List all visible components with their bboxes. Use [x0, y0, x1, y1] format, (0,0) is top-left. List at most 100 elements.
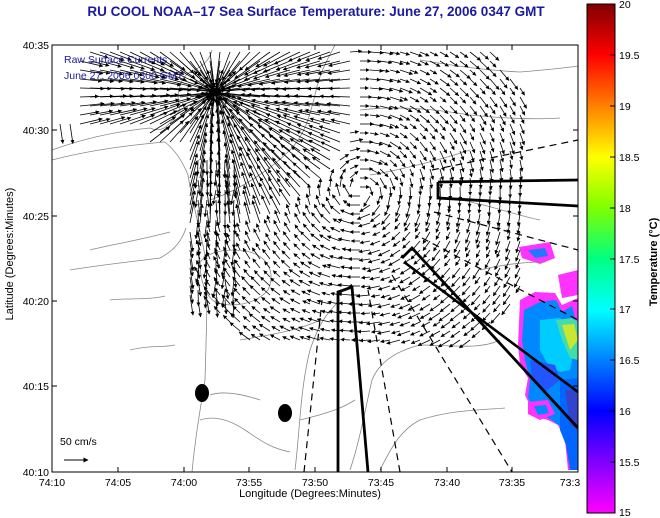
current-vector [159, 78, 192, 88]
current-vector [459, 114, 466, 123]
current-vector [317, 272, 331, 278]
current-vector [119, 78, 145, 84]
current-vector [326, 101, 351, 107]
current-vector [487, 204, 492, 217]
current-vector [469, 96, 477, 105]
current-vector [419, 312, 431, 319]
current-vector [468, 168, 473, 178]
current-vector [259, 176, 271, 197]
current-vector [89, 117, 111, 125]
current-vector [359, 338, 371, 343]
current-vector [454, 249, 461, 260]
current-vector [459, 105, 469, 117]
current-vector [129, 107, 156, 116]
current-vector [443, 249, 451, 259]
current-vector [429, 177, 434, 189]
current-vector [447, 204, 452, 214]
current-vector [236, 96, 271, 107]
current-vector [371, 204, 381, 217]
current-vector [403, 213, 411, 227]
current-vector [439, 87, 451, 97]
current-vector [335, 182, 341, 197]
current-vector [319, 133, 341, 143]
current-vector [265, 232, 271, 242]
current-vector [189, 258, 195, 277]
current-vector [189, 249, 195, 272]
current-vector [203, 289, 208, 309]
current-vector [481, 321, 491, 331]
current-vector [399, 267, 411, 275]
current-vector [482, 312, 491, 322]
current-vector [384, 204, 391, 217]
current-vector [312, 244, 321, 251]
current-vector [409, 132, 420, 142]
current-vector [485, 222, 491, 236]
current-vector [319, 213, 331, 224]
current-vector [302, 148, 321, 161]
current-vector [268, 185, 281, 206]
current-vector [307, 183, 312, 197]
current-vector [497, 204, 502, 215]
current-vector [407, 294, 421, 303]
current-vector [139, 60, 165, 72]
colorbar-tick-label: 15.5 [619, 457, 640, 469]
current-vector [379, 123, 394, 129]
current-vector [367, 249, 381, 255]
current-vector [307, 132, 331, 143]
current-vector [469, 150, 475, 163]
current-vector [289, 335, 301, 341]
current-vector [213, 169, 218, 187]
current-vector [293, 115, 321, 125]
current-vector [389, 249, 401, 258]
current-vector [149, 60, 179, 75]
current-vector [429, 69, 438, 75]
current-vector [377, 321, 391, 326]
current-vector [296, 130, 321, 143]
y-tick-label: 40:10 [23, 467, 49, 479]
current-vector [199, 192, 205, 215]
current-vector [419, 159, 426, 170]
current-vector [299, 139, 321, 152]
current-vector [475, 249, 481, 258]
current-vector [440, 321, 451, 329]
current-vector [169, 91, 206, 98]
current-vector [428, 312, 441, 321]
current-vector [519, 168, 524, 181]
current-vector [475, 222, 481, 236]
current-vector [262, 248, 271, 260]
current-vector [189, 285, 195, 304]
x-tick-label: 74:10 [39, 477, 65, 489]
current-vector [509, 132, 516, 146]
current-vector [139, 78, 166, 85]
current-vector [59, 123, 65, 144]
current-vector [390, 303, 401, 308]
current-vector [331, 194, 341, 206]
current-vector [308, 271, 321, 278]
current-vector [283, 221, 291, 233]
current-vector [231, 199, 236, 217]
current-vector [219, 60, 241, 87]
current-vector [489, 96, 498, 108]
current-vector [399, 321, 411, 327]
current-vector [369, 50, 384, 55]
current-vector [264, 261, 271, 269]
current-vector [409, 51, 423, 58]
current-vector [321, 226, 331, 233]
current-vector [429, 87, 438, 93]
current-vector [217, 199, 222, 224]
current-vector [238, 331, 251, 341]
current-vector [219, 109, 231, 143]
current-vector [203, 249, 208, 269]
current-vector [496, 213, 501, 227]
current-vector [399, 150, 408, 159]
current-vector [257, 124, 281, 143]
current-vector [259, 333, 271, 341]
current-vector [409, 123, 417, 130]
current-vector [241, 275, 251, 287]
current-vector [268, 177, 281, 197]
current-vector [329, 94, 351, 99]
map-frame [51, 44, 579, 473]
current-vector [244, 260, 251, 269]
current-vector [109, 108, 138, 116]
current-vector [206, 299, 211, 315]
